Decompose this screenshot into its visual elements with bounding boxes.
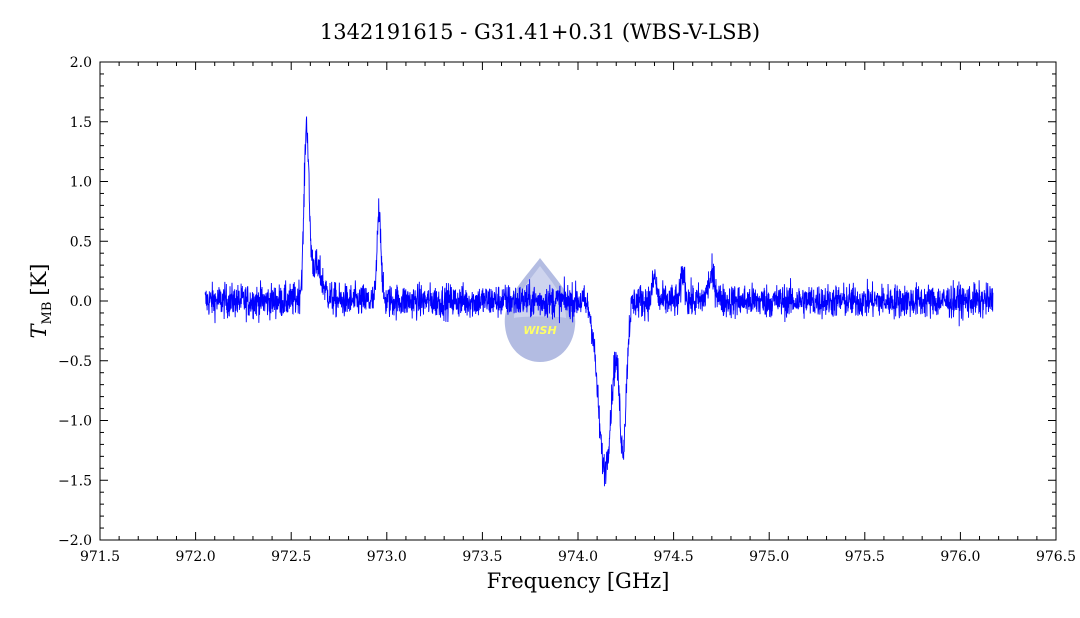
x-tick-label: 973.0 (367, 549, 407, 565)
chart-title: 1342191615 - G31.41+0.31 (WBS-V-LSB) (320, 20, 760, 44)
x-tick-label: 975.5 (845, 549, 885, 565)
y-tick-label: 0.5 (70, 234, 92, 250)
svg-text:TMB[K]: TMB [K] (27, 264, 55, 339)
y-tick-label: 1.5 (70, 115, 92, 131)
y-tick-labels: 2.0 1.5 1.0 0.5 0.0 −0.5 −1.0 −1.5 −2.0 (58, 55, 92, 549)
x-tick-label: 971.5 (80, 549, 120, 565)
series-line (204, 116, 994, 487)
axis-ticks (99, 61, 1057, 541)
y-axis-label-subscript: MB (40, 302, 55, 325)
y-tick-label: 1.0 (70, 175, 92, 191)
y-tick-label: −1.0 (58, 414, 92, 430)
y-tick-label: 0.0 (70, 294, 92, 310)
x-tick-label: 974.0 (558, 549, 598, 565)
x-axis-label: Frequency [GHz] (487, 569, 670, 593)
y-tick-label: −2.0 (58, 533, 92, 549)
x-tick-label: 973.5 (462, 549, 502, 565)
x-tick-label: 974.5 (654, 549, 694, 565)
x-tick-label: 972.5 (271, 549, 311, 565)
y-axis-label-symbol: T (27, 322, 51, 338)
y-tick-label: −0.5 (58, 354, 92, 370)
x-tick-label: 976.0 (940, 549, 980, 565)
x-tick-label: 975.0 (749, 549, 789, 565)
y-axis-label: TMB [K] (27, 264, 55, 339)
x-tick-label: 976.5 (1036, 549, 1076, 565)
x-tick-labels: 971.5 972.0 972.5 973.0 973.5 974.0 974.5 975.0… (80, 549, 1076, 565)
x-tick-label: 972.0 (176, 549, 216, 565)
y-tick-label: 2.0 (70, 55, 92, 71)
y-tick-label: −1.5 (58, 473, 92, 489)
plot-area (204, 116, 994, 487)
watermark-text: WISH (523, 324, 556, 337)
y-axis-label-unit: [K] (27, 264, 51, 296)
